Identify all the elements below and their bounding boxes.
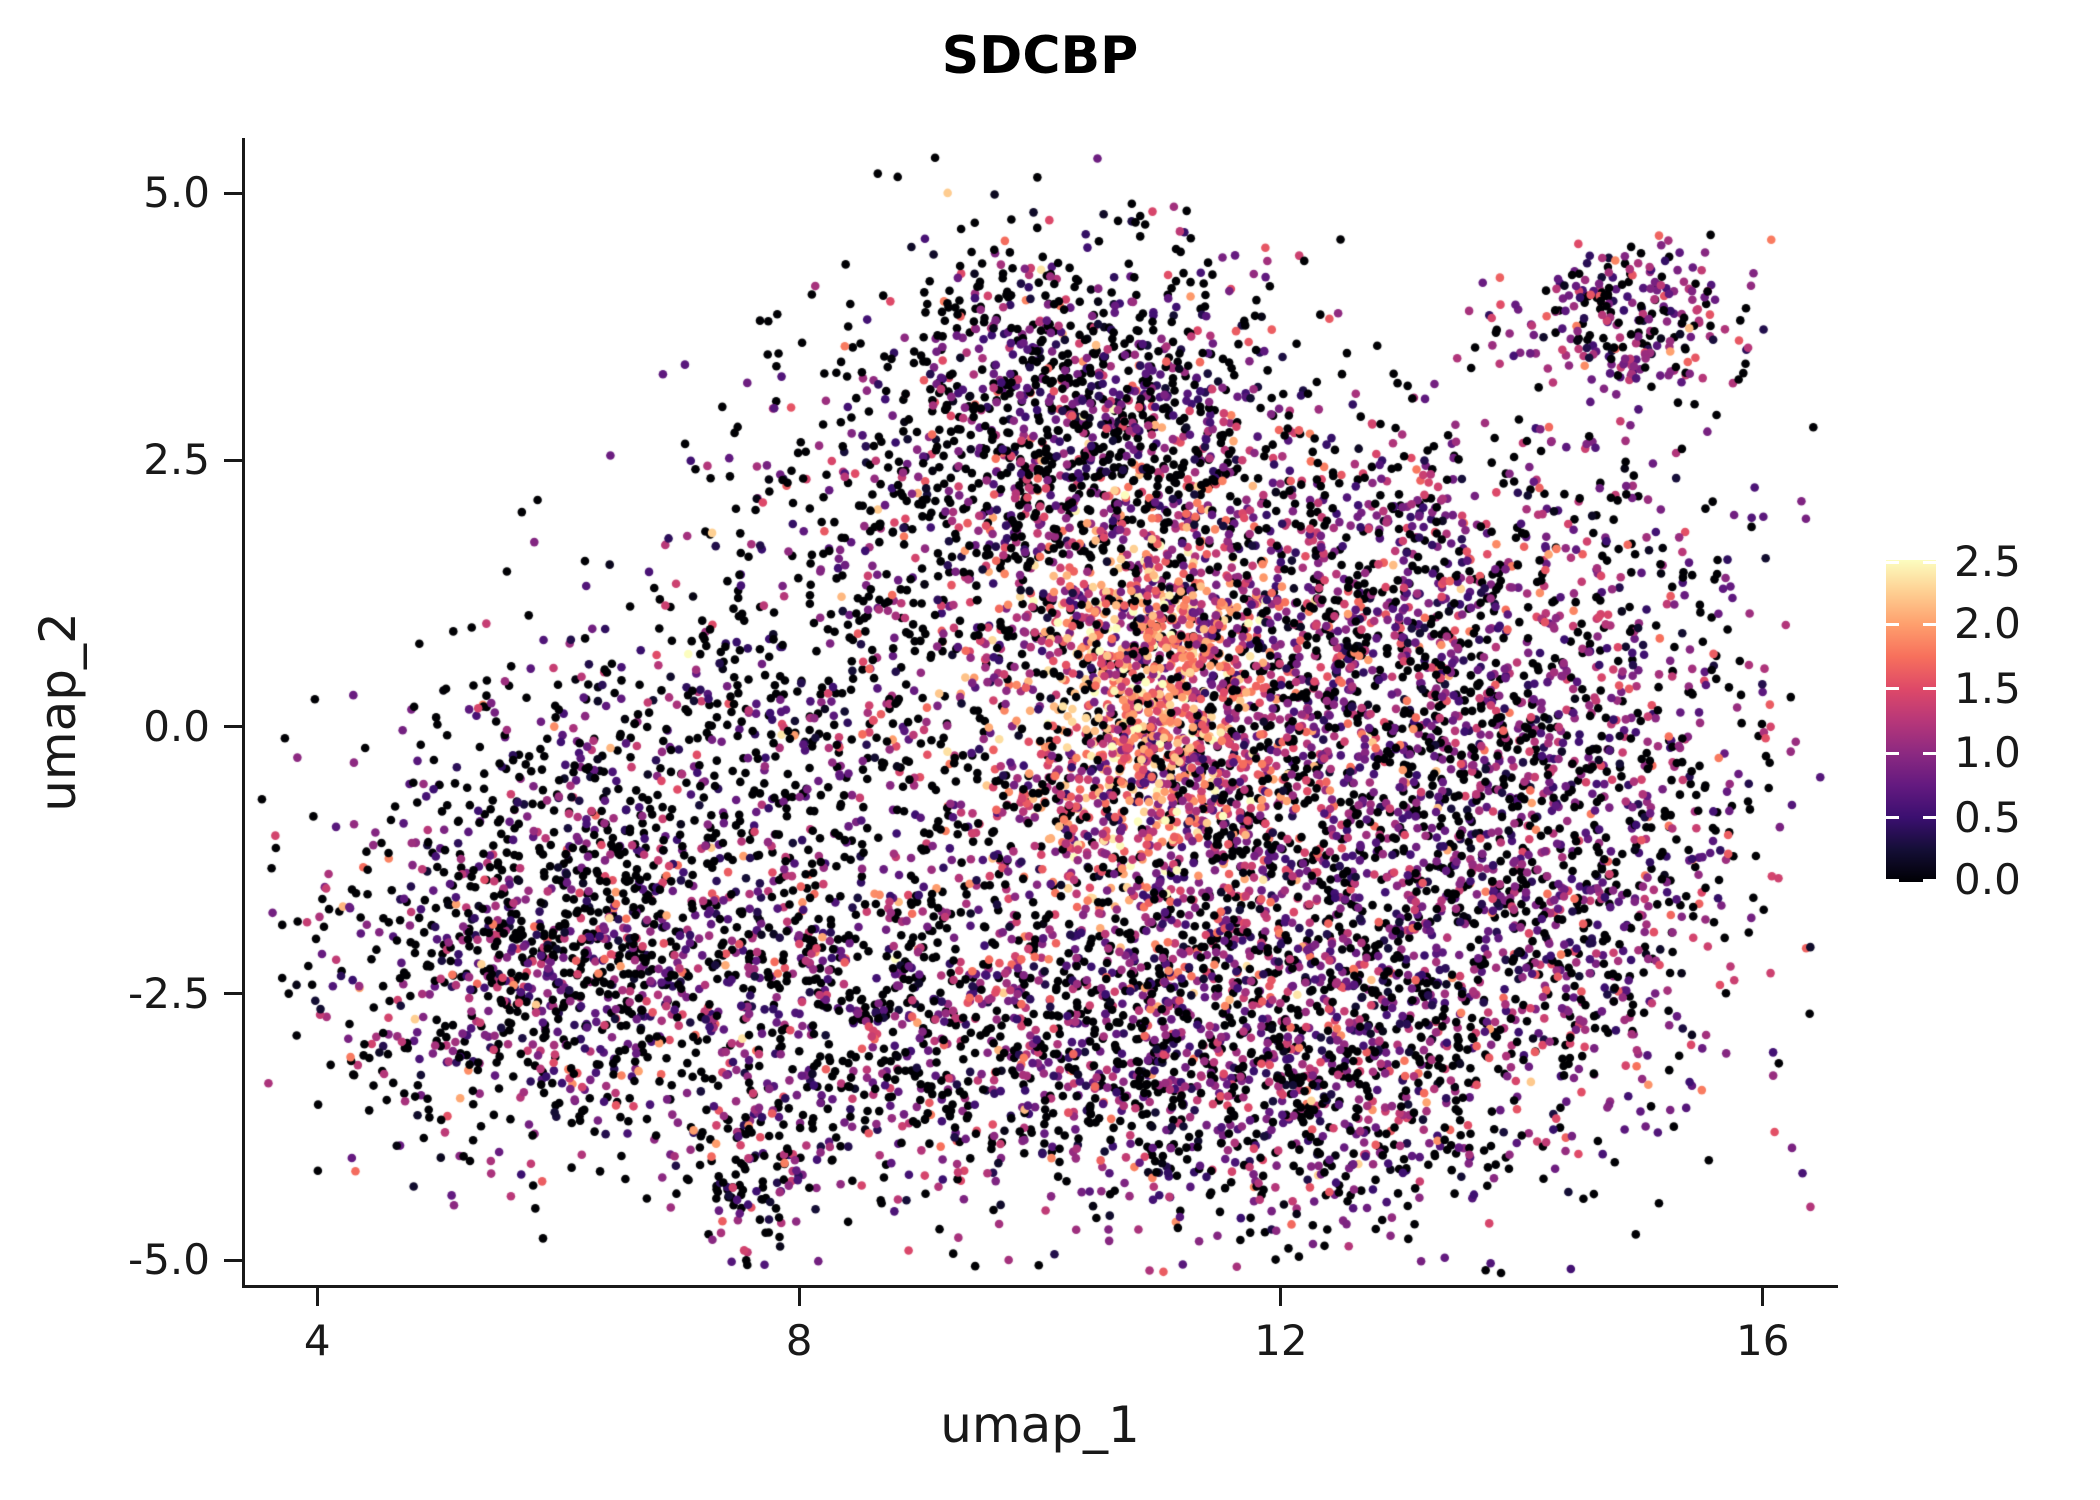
- colorbar-tick-mark: [1886, 878, 1899, 882]
- colorbar-gradient: [1886, 560, 1936, 882]
- y-axis-label: umap_2: [29, 612, 87, 812]
- y-tick-mark: [224, 1258, 242, 1262]
- colorbar-tick-mark: [1923, 687, 1936, 691]
- y-axis-line: [242, 138, 245, 1288]
- x-tick-mark: [1279, 1288, 1283, 1306]
- y-tick-mark: [224, 191, 242, 195]
- y-tick-label: -5.0: [128, 1235, 210, 1285]
- colorbar-tick-label: 2.0: [1954, 599, 2021, 649]
- colorbar-tick-mark: [1923, 816, 1936, 820]
- y-tick-label: -2.5: [128, 968, 210, 1018]
- x-axis-line: [242, 1285, 1838, 1288]
- colorbar-tick-label: 1.5: [1954, 663, 2021, 713]
- chart-title: SDCBP: [941, 26, 1139, 86]
- x-tick-label: 4: [303, 1316, 331, 1365]
- y-tick-mark: [224, 992, 242, 996]
- colorbar-tick-mark: [1923, 622, 1936, 626]
- x-tick-label: 12: [1254, 1316, 1308, 1365]
- y-tick-label: 2.5: [143, 435, 210, 485]
- y-tick-mark: [224, 458, 242, 462]
- colorbar-tick-mark: [1886, 622, 1899, 626]
- colorbar-tick-mark: [1886, 751, 1899, 755]
- colorbar-tick-mark: [1923, 751, 1936, 755]
- x-tick-mark: [315, 1288, 319, 1306]
- x-tick-mark: [797, 1288, 801, 1306]
- x-tick-label: 16: [1735, 1316, 1790, 1365]
- colorbar-tick-label: 2.5: [1954, 537, 2021, 586]
- y-tick-label: 0.0: [143, 701, 210, 751]
- colorbar-tick-mark: [1886, 687, 1899, 691]
- colorbar-tick-label: 1.0: [1954, 728, 2021, 778]
- colorbar-tick-mark: [1886, 816, 1899, 820]
- colorbar-tick-label: 0.5: [1954, 792, 2021, 842]
- x-tick-label: 8: [785, 1316, 813, 1365]
- y-tick-label: 5.0: [143, 168, 210, 218]
- colorbar-tick-mark: [1923, 878, 1936, 882]
- x-axis-label: umap_1: [940, 1396, 1140, 1454]
- x-tick-mark: [1761, 1288, 1765, 1306]
- colorbar-tick-label: 0.0: [1954, 855, 2021, 904]
- colorbar-tick-mark: [1923, 560, 1936, 564]
- y-tick-mark: [224, 725, 242, 729]
- colorbar-tick-mark: [1886, 560, 1899, 564]
